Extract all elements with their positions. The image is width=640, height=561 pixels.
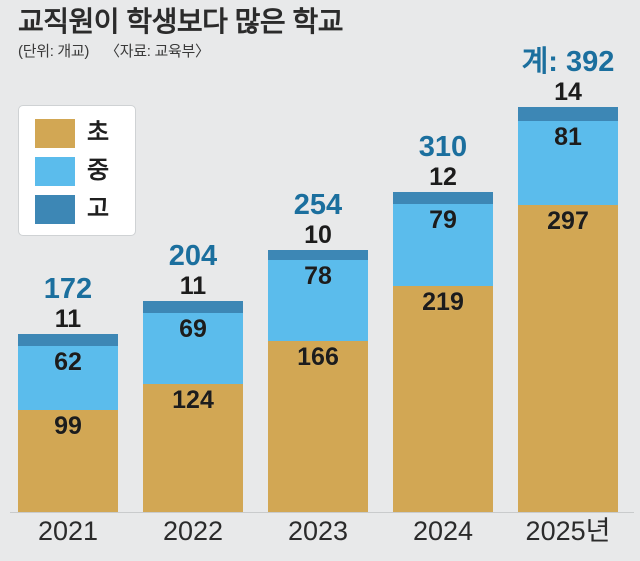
bar-stack-2021: 172 11 62 99	[18, 275, 118, 512]
x-axis-label-2023: 2023	[287, 516, 349, 546]
bar-value-cho-2025: 297	[547, 207, 589, 236]
x-axis-label-2021: 2021	[37, 516, 99, 546]
bar-segment-cho-2022: 124	[143, 383, 243, 512]
bar-segment-go-2022	[143, 301, 243, 313]
bar-value-cho-2024: 219	[422, 287, 464, 316]
bar-value-jung-2022: 69	[179, 314, 207, 343]
legend-item-jung: 중	[35, 152, 135, 190]
page-title: 교직원이 학생보다 많은 학교	[18, 6, 343, 37]
bar-value-cho-2022: 124	[172, 385, 214, 414]
bar-total-label-2024: 310	[418, 130, 468, 163]
chart-header: 교직원이 학생보다 많은 학교 (단위: 개교) 〈자료: 교육부〉	[18, 6, 622, 61]
bar-segment-go-2021	[18, 334, 118, 346]
bar-segment-go-2023	[268, 249, 368, 260]
bar-stack-2023: 254 10 78 166	[268, 190, 368, 512]
legend-item-cho: 초	[35, 114, 135, 152]
bar-stack-2025: 계: 392 14 81 297	[518, 48, 618, 512]
bar-group-2021: 172 11 62 99 2021	[18, 275, 118, 545]
bar-group-2023: 254 10 78 166 2023	[268, 190, 368, 545]
bar-segment-cho-2023: 166	[268, 340, 368, 512]
bar-segment-cho-2021: 99	[18, 409, 118, 512]
bar-stack-2024: 310 12 79 219	[393, 132, 493, 512]
bar-value-cho-2023: 166	[297, 342, 339, 371]
bar-value-jung-2024: 79	[429, 206, 457, 235]
chart-legend: 초 중 고	[18, 105, 136, 236]
bar-value-go-2025: 14	[554, 78, 582, 107]
bar-segment-cho-2024: 219	[393, 285, 493, 512]
legend-label-go: 고	[87, 195, 110, 222]
bar-value-jung-2021: 62	[54, 347, 82, 376]
unit-note: (단위: 개교)	[18, 43, 90, 61]
bar-group-2022: 204 11 69 124 2022	[143, 242, 243, 545]
legend-label-jung: 중	[87, 157, 110, 184]
bar-stack-2022: 204 11 69 124	[143, 242, 243, 512]
bar-value-jung-2023: 78	[304, 261, 332, 290]
bar-value-go-2021: 11	[54, 305, 82, 334]
axis-baseline	[10, 512, 634, 513]
bar-segment-jung-2023: 78	[268, 259, 368, 341]
bar-segment-cho-2025: 297	[518, 205, 618, 512]
bar-total-label-2023: 254	[293, 188, 343, 221]
bar-total-label-2025: 계: 392	[521, 46, 615, 79]
bar-total-label-2022: 204	[168, 240, 218, 273]
source-note: 〈자료: 교육부〉	[105, 43, 210, 61]
color-swatch-icon-jung	[35, 156, 75, 186]
legend-item-go: 고	[35, 190, 135, 228]
bar-total-label-2021: 172	[43, 273, 93, 306]
bar-segment-go-2025	[518, 107, 618, 122]
bar-value-go-2022: 11	[179, 272, 207, 301]
color-swatch-icon-go	[35, 194, 75, 224]
bar-value-jung-2025: 81	[554, 123, 582, 152]
x-axis-label-2025: 2025년	[525, 516, 611, 546]
bar-value-go-2024: 12	[429, 162, 457, 191]
bar-segment-go-2024	[393, 191, 493, 205]
bar-group-2024: 310 12 79 219 2024	[393, 132, 493, 545]
bar-segment-jung-2021: 62	[18, 345, 118, 410]
color-swatch-icon-cho	[35, 118, 75, 148]
x-axis-label-2024: 2024	[412, 516, 474, 546]
bar-segment-jung-2024: 79	[393, 204, 493, 286]
bar-group-2025: 계: 392 14 81 297 2025년	[518, 48, 618, 545]
bar-segment-jung-2025: 81	[518, 121, 618, 206]
bar-value-go-2023: 10	[304, 220, 332, 249]
chart-subtitle: (단위: 개교) 〈자료: 교육부〉	[18, 40, 622, 61]
x-axis-label-2022: 2022	[162, 516, 224, 546]
bar-value-cho-2021: 99	[54, 411, 82, 440]
bar-segment-jung-2022: 69	[143, 312, 243, 384]
legend-label-cho: 초	[87, 119, 110, 146]
